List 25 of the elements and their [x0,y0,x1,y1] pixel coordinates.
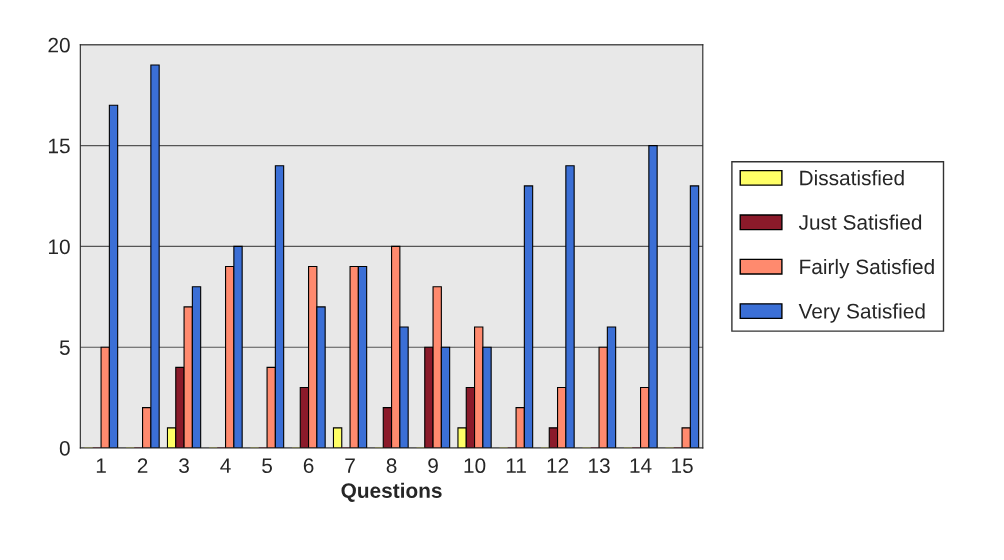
legend-label: Very Satisfied [798,303,925,323]
x-tick-label: 14 [630,458,652,473]
legend-label: Fairly Satisfied [800,258,934,279]
x-tick-label: 7 [345,458,355,473]
y-tick-label: 0 [59,441,70,456]
x-tick-label: 1 [96,458,106,473]
y-tick-label: 10 [49,239,70,255]
x-tick-label: 15 [672,458,693,474]
x-tick-label: 5 [262,458,272,474]
x-axis-title: Questions [341,482,442,502]
legend-label: Just Satisfied [798,214,922,230]
x-tick-label: 6 [303,458,314,474]
x-tick-label: 2 [137,458,148,473]
x-tick-label: 3 [179,458,189,474]
x-tick-label: 10 [464,458,486,474]
y-tick-label: 5 [59,340,70,355]
y-tick-label: 20 [48,37,70,53]
x-tick-label: 4 [220,458,231,473]
x-tick-label: 8 [386,458,397,474]
x-tick-label: 9 [428,458,438,474]
x-tick-label: 11 [506,458,526,473]
x-tick-label: 13 [589,458,610,474]
legend-label: Dissatisfied [800,170,904,186]
y-tick-label: 15 [49,138,70,154]
x-tick-label: 12 [547,458,569,473]
